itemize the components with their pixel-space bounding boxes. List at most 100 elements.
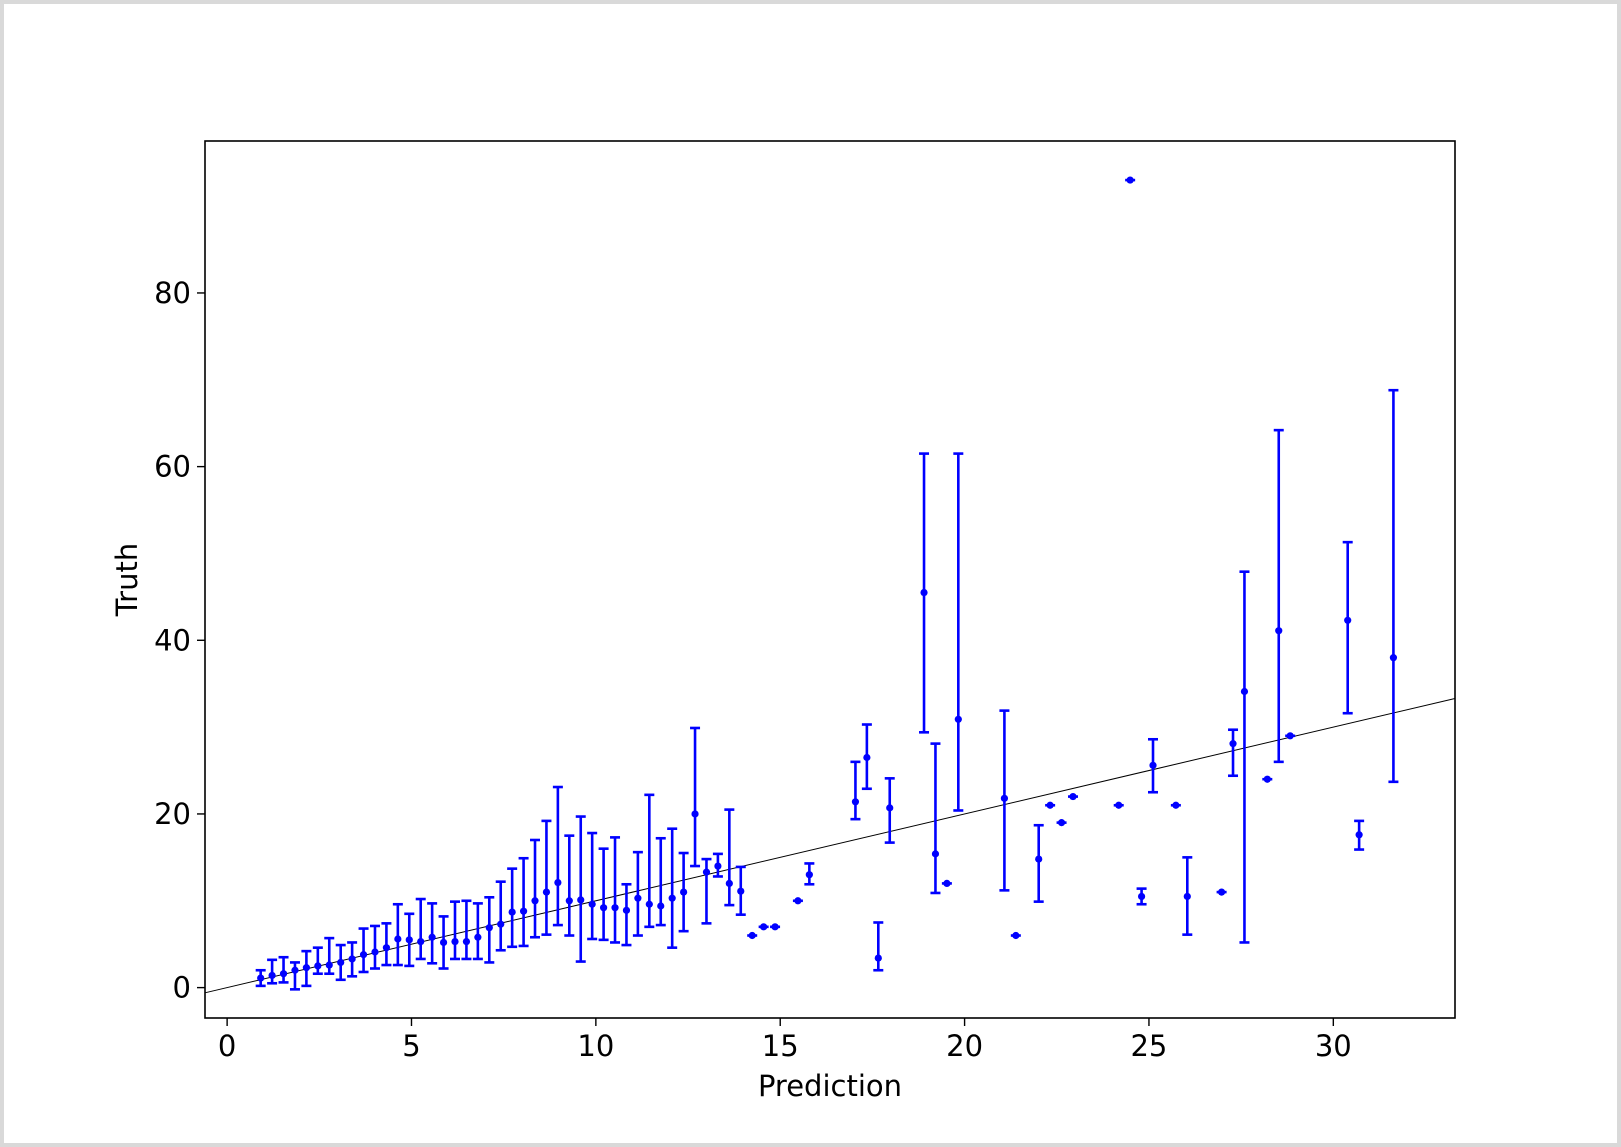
reference-line-layer bbox=[204, 697, 1456, 994]
data-point bbox=[1182, 856, 1193, 936]
point-marker bbox=[886, 804, 894, 812]
point-marker bbox=[943, 879, 951, 888]
point-marker bbox=[314, 962, 322, 970]
point-marker bbox=[657, 902, 665, 910]
data-point bbox=[804, 862, 815, 886]
point-marker bbox=[337, 958, 345, 967]
data-point bbox=[941, 879, 952, 888]
data-point bbox=[1033, 823, 1044, 903]
point-marker bbox=[771, 923, 779, 931]
x-tick-label: 30 bbox=[1315, 1029, 1352, 1063]
data-point bbox=[919, 452, 930, 734]
data-point bbox=[644, 793, 655, 929]
data-point bbox=[690, 726, 701, 868]
data-point bbox=[850, 760, 861, 821]
data-point bbox=[1273, 428, 1284, 764]
data-point bbox=[632, 850, 643, 937]
point-marker bbox=[1229, 740, 1237, 748]
data-point bbox=[1170, 801, 1181, 809]
point-marker bbox=[1217, 888, 1226, 896]
point-marker bbox=[1263, 775, 1271, 783]
data-point bbox=[1342, 540, 1353, 715]
x-tick-label: 20 bbox=[946, 1029, 983, 1063]
data-point bbox=[575, 815, 586, 963]
data-point bbox=[1067, 792, 1078, 801]
x-tick-label: 10 bbox=[577, 1029, 614, 1063]
point-marker bbox=[417, 937, 425, 946]
data-point bbox=[484, 896, 495, 964]
data-point bbox=[1056, 819, 1067, 827]
x-tick-label: 25 bbox=[1130, 1029, 1167, 1063]
data-point bbox=[1354, 819, 1365, 851]
data-point bbox=[1113, 801, 1124, 809]
data-point bbox=[278, 955, 289, 984]
data-point bbox=[587, 831, 598, 941]
point-marker bbox=[588, 900, 596, 908]
point-marker bbox=[954, 715, 962, 723]
data-point bbox=[747, 931, 758, 940]
data-point bbox=[678, 851, 689, 933]
point-marker bbox=[1000, 794, 1009, 802]
data-point bbox=[712, 852, 723, 878]
point-marker bbox=[1115, 801, 1123, 809]
data-point bbox=[1125, 176, 1136, 184]
point-marker bbox=[851, 798, 860, 806]
data-point bbox=[792, 897, 803, 905]
point-marker bbox=[702, 868, 711, 876]
data-point bbox=[552, 785, 563, 927]
data-point bbox=[1239, 570, 1250, 944]
x-tick-label: 0 bbox=[218, 1029, 236, 1063]
y-axis-label: Truth bbox=[110, 543, 144, 618]
x-tick-label: 15 bbox=[762, 1029, 799, 1063]
point-marker bbox=[668, 894, 676, 902]
point-marker bbox=[1240, 687, 1249, 696]
x-axis-label: Prediction bbox=[758, 1069, 902, 1103]
data-point bbox=[884, 777, 895, 844]
point-marker bbox=[1355, 831, 1363, 839]
data-point bbox=[724, 808, 735, 907]
point-marker bbox=[1057, 819, 1066, 827]
data-point bbox=[312, 946, 323, 976]
data-point bbox=[267, 958, 278, 985]
point-marker bbox=[485, 924, 493, 932]
data-point bbox=[667, 827, 678, 949]
plot-area-frame bbox=[204, 140, 1456, 1019]
x-tick-label: 5 bbox=[402, 1029, 420, 1063]
point-marker bbox=[462, 937, 471, 946]
data-point bbox=[530, 838, 541, 939]
data-point bbox=[953, 452, 964, 812]
data-point bbox=[1136, 887, 1147, 906]
point-marker bbox=[291, 966, 299, 974]
point-marker bbox=[1275, 627, 1283, 635]
data-point bbox=[1216, 888, 1227, 896]
data-point bbox=[381, 922, 392, 967]
point-marker bbox=[1149, 761, 1157, 769]
point-marker bbox=[1183, 892, 1191, 901]
point-marker bbox=[645, 900, 653, 908]
point-marker bbox=[542, 888, 551, 896]
data-point bbox=[347, 941, 358, 978]
point-marker bbox=[451, 937, 459, 946]
data-point bbox=[655, 836, 666, 927]
y-tick-label: 20 bbox=[154, 797, 191, 831]
point-marker bbox=[394, 935, 402, 943]
point-marker bbox=[1172, 801, 1180, 809]
data-point bbox=[930, 742, 941, 895]
point-marker bbox=[325, 961, 333, 969]
data-point bbox=[495, 880, 506, 952]
data-point bbox=[1148, 737, 1159, 794]
data-point bbox=[1285, 732, 1296, 740]
point-marker bbox=[405, 936, 413, 944]
point-marker bbox=[302, 964, 311, 972]
point-marker bbox=[348, 955, 356, 963]
data-point bbox=[1228, 728, 1239, 778]
point-marker bbox=[748, 931, 756, 940]
data-point bbox=[999, 709, 1010, 892]
point-marker bbox=[519, 907, 528, 915]
point-marker bbox=[577, 896, 585, 904]
data-point bbox=[392, 902, 403, 967]
point-marker bbox=[439, 938, 448, 947]
data-point bbox=[564, 834, 575, 937]
